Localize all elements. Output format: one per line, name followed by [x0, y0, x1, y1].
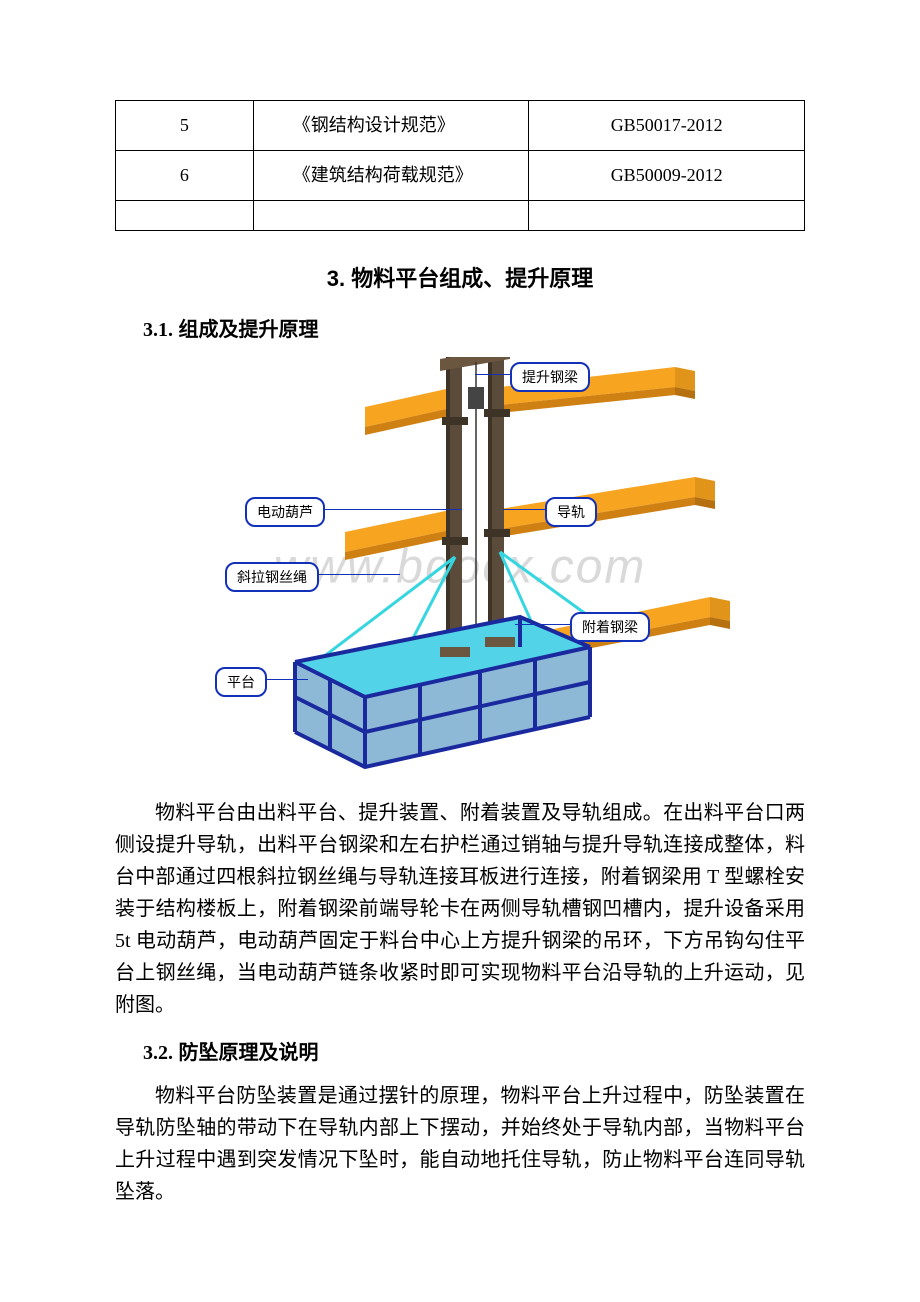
- empty-cell: [116, 200, 254, 230]
- subsection-text: 防坠原理及说明: [173, 1042, 319, 1064]
- cell-name: 《建筑结构荷载规范》: [253, 150, 529, 200]
- leader-line: [260, 679, 308, 680]
- label-attach: 附着钢梁: [570, 612, 650, 642]
- label-cable: 斜拉钢丝绳: [225, 562, 319, 592]
- subsection-text: 组成及提升原理: [173, 319, 319, 341]
- cell-code: GB50017-2012: [529, 101, 805, 151]
- leader-line: [310, 574, 400, 575]
- leader-line: [503, 509, 545, 510]
- table-row: 5 《钢结构设计规范》 GB50017-2012: [116, 101, 805, 151]
- cell-code: GB50009-2012: [529, 150, 805, 200]
- label-rail: 导轨: [545, 497, 597, 527]
- table-row-empty: [116, 200, 805, 230]
- empty-cell: [253, 200, 529, 230]
- paragraph-2: 物料平台防坠装置是通过摆针的原理，物料平台上升过程中，防坠装置在导轨防坠轴的带动…: [115, 1080, 805, 1208]
- empty-cell: [529, 200, 805, 230]
- cell-num: 6: [116, 150, 254, 200]
- standards-table: 5 《钢结构设计规范》 GB50017-2012 6 《建筑结构荷载规范》 GB…: [115, 100, 805, 231]
- table-row: 6 《建筑结构荷载规范》 GB50009-2012: [116, 150, 805, 200]
- cell-num: 5: [116, 101, 254, 151]
- leader-line: [515, 624, 570, 625]
- label-hoist: 电动葫芦: [245, 497, 325, 527]
- hoist-body: [468, 387, 484, 409]
- platform-diagram: www.bdocx.com: [190, 357, 730, 772]
- label-beam: 提升钢梁: [510, 362, 590, 392]
- section-title: 3. 物料平台组成、提升原理: [115, 261, 805, 293]
- floor-slabs: [345, 367, 730, 663]
- leader-line: [475, 374, 510, 375]
- cell-name: 《钢结构设计规范》: [253, 101, 529, 151]
- leader-line: [317, 509, 462, 510]
- paragraph-1: 物料平台由出料平台、提升装置、附着装置及导轨组成。在出料平台口两侧设提升导轨，出…: [115, 797, 805, 1021]
- subsection-title-1: 3.1. 组成及提升原理: [143, 313, 805, 342]
- subsection-num: 3.1.: [143, 319, 173, 341]
- subsection-title-2: 3.2. 防坠原理及说明: [143, 1036, 805, 1065]
- label-platform: 平台: [215, 667, 267, 697]
- subsection-num: 3.2.: [143, 1042, 173, 1064]
